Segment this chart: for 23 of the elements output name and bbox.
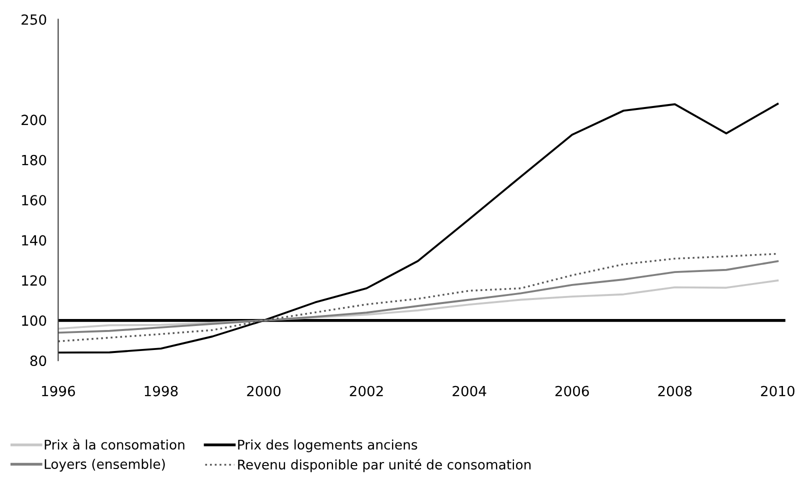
line-series xyxy=(58,252,779,342)
x-tick-label: 2002 xyxy=(350,386,383,396)
y-tick-label: 250 xyxy=(22,14,46,25)
y-tick-label: 120 xyxy=(22,275,46,286)
legend-label: Revenu disponible par unité de consomation xyxy=(238,458,531,472)
x-tick-label: 2008 xyxy=(658,386,692,396)
y-tick-label: 80 xyxy=(30,356,46,366)
x-tick-label: 1996 xyxy=(42,386,75,396)
x-tick-label: 1998 xyxy=(144,386,178,396)
line-series xyxy=(58,280,779,330)
y-tick-label: 140 xyxy=(22,235,46,246)
y-tick-label: 160 xyxy=(22,194,46,206)
legend-label: Prix des logements anciens xyxy=(238,439,418,452)
x-tick-label: 2000 xyxy=(247,386,280,396)
y-tick-label: 200 xyxy=(22,114,46,126)
y-tick-label: 180 xyxy=(22,154,46,166)
y-tick-label: 100 xyxy=(22,315,46,326)
legend-label: Prix à la consomation xyxy=(44,438,184,450)
x-tick-label: 2006 xyxy=(555,386,589,396)
legend-label: Loyers (ensemble) xyxy=(44,458,165,472)
line-series xyxy=(58,260,779,334)
x-tick-label: 2010 xyxy=(761,386,794,396)
x-tick-label: 2004 xyxy=(452,386,486,396)
